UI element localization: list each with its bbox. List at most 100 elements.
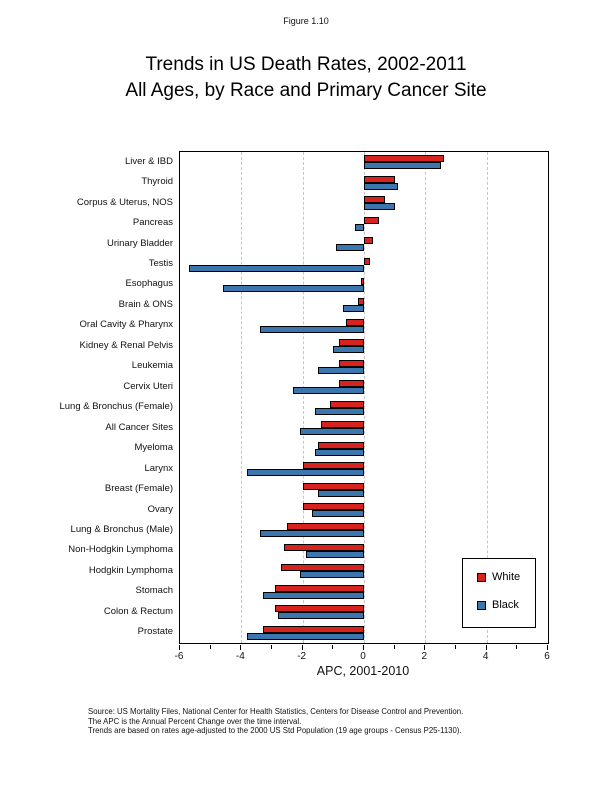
category-label: Leukemia (131, 360, 173, 372)
bar-white-urinary-bladder (364, 237, 374, 245)
x-tick-label-0: 0 (360, 651, 366, 662)
x-tick-label--4: -4 (235, 651, 245, 662)
x-tick-label-6: 6 (544, 651, 550, 662)
category-label: Liver & IBD (124, 155, 173, 167)
bar-white-hodgkin-lymphoma (281, 564, 364, 572)
bar-white-larynx (302, 462, 364, 470)
x-major-tick (424, 645, 426, 650)
chart-title: Trends in US Death Rates, 2002-2011 All … (0, 52, 612, 104)
bar-black-thyroid (364, 182, 398, 190)
bar-white-liver-ibd (364, 155, 444, 163)
category-label: Kidney & Renal Pelvis (79, 339, 173, 351)
category-label: Urinary Bladder (107, 237, 173, 249)
bar-white-colon-rectum (275, 605, 364, 613)
bar-black-urinary-bladder (336, 244, 364, 252)
bar-black-prostate (247, 632, 364, 640)
x-axis-title: APC, 2001-2010 (316, 664, 410, 678)
apc-definition-line: The APC is the Annual Percent Change ove… (88, 716, 302, 726)
bar-white-stomach (275, 584, 364, 592)
white-series-swatch-icon (477, 572, 486, 582)
x-axis: -6 -4 -2 0 2 4 6 (175, 645, 550, 675)
x-minor-tick (332, 645, 334, 649)
category-label: Esophagus (125, 278, 173, 290)
bar-white-testis (364, 257, 371, 265)
bar-white-non-hodgkin-lymphoma (284, 543, 364, 551)
category-label: Stomach (135, 585, 174, 597)
gridline-2 (425, 152, 427, 643)
bar-black-corpus-uterus-nos (364, 203, 395, 211)
x-minor-tick (209, 645, 211, 649)
bar-black-kidney-renal-pelvis (333, 346, 364, 354)
x-minor-tick (271, 645, 272, 649)
gridline--2 (302, 152, 304, 643)
bar-black-myeloma (314, 448, 364, 456)
category-label: All Cancer Sites (105, 421, 173, 433)
category-label: Thyroid (141, 176, 173, 188)
bar-black-all-cancer-sites (299, 428, 364, 436)
plot-area (179, 151, 549, 644)
legend-item-white: White (477, 571, 520, 583)
bar-white-ovary (302, 503, 364, 511)
bar-black-leukemia (318, 366, 364, 374)
category-label: Colon & Rectum (103, 605, 173, 617)
category-label: Ovary (147, 503, 173, 515)
x-major-tick (240, 645, 242, 650)
category-label: Larynx (144, 462, 173, 474)
category-label: Breast (Female) (104, 483, 173, 495)
bar-black-esophagus (222, 284, 364, 292)
x-major-tick (179, 645, 180, 650)
x-tick-label-2: 2 (421, 651, 428, 662)
bar-white-prostate (262, 625, 364, 633)
category-label: Hodgkin Lymphoma (88, 564, 173, 576)
bar-black-stomach (262, 591, 364, 599)
x-minor-tick (516, 645, 518, 649)
bar-black-larynx (247, 469, 364, 477)
chart-title-line1: Trends in US Death Rates, 2002-2011 (145, 54, 467, 75)
figure-label: Figure 1.10 (283, 16, 329, 26)
legend-item-black: Black (477, 599, 519, 611)
bar-white-pancreas (364, 216, 380, 224)
bar-white-lung-bronchus-male (287, 523, 364, 531)
gridline-4 (486, 152, 488, 643)
x-tick-label--2: -2 (297, 651, 307, 662)
x-major-tick (301, 645, 303, 650)
x-major-tick (363, 645, 364, 650)
bar-black-testis (189, 264, 364, 272)
bar-black-liver-ibd (364, 162, 441, 170)
source-notes: Source: US Mortality Files, National Cen… (88, 707, 568, 736)
x-minor-tick (455, 645, 456, 649)
black-series-swatch-icon (477, 600, 486, 610)
x-tick-label-4: 4 (482, 651, 489, 662)
bar-black-lung-bronchus-male (259, 530, 364, 538)
bar-black-colon-rectum (278, 612, 364, 620)
x-major-tick (485, 645, 487, 650)
x-minor-tick (393, 645, 395, 649)
bar-black-brain-ons (342, 305, 364, 313)
source-line: Source: US Mortality Files, National Cen… (88, 707, 464, 716)
x-major-tick (547, 645, 548, 650)
category-label: Lung & Bronchus (Female) (59, 401, 173, 413)
bar-white-breast-female (302, 482, 364, 490)
category-axis: Liver & IBD Thyroid Corpus & Uterus, NOS Pa… (0, 151, 173, 642)
chart-title-line2: All Ages, by Race and Primary Cancer Sit… (125, 80, 487, 101)
category-label: Testis (148, 258, 173, 270)
bar-white-myeloma (318, 441, 364, 449)
x-tick-label--6: -6 (174, 651, 184, 662)
adjustment-note-line: Trends are based on rates age-adjusted t… (88, 726, 462, 736)
bar-white-leukemia (339, 359, 364, 367)
bar-black-oral-cavity-pharynx (259, 325, 364, 333)
bar-black-breast-female (318, 489, 364, 497)
gridline-0 (364, 152, 365, 643)
bar-black-pancreas (354, 223, 364, 231)
category-label: Oral Cavity & Pharynx (79, 319, 173, 331)
category-label: Pancreas (132, 217, 173, 229)
gridline--4 (241, 152, 243, 643)
bar-white-esophagus (360, 277, 364, 285)
category-label: Cervix Uteri (123, 380, 173, 392)
category-label: Prostate (137, 626, 173, 638)
legend: White Black (462, 558, 536, 628)
bar-white-all-cancer-sites (321, 421, 364, 429)
bar-white-corpus-uterus-nos (364, 196, 386, 204)
bar-white-cervix-uteri (339, 380, 364, 388)
